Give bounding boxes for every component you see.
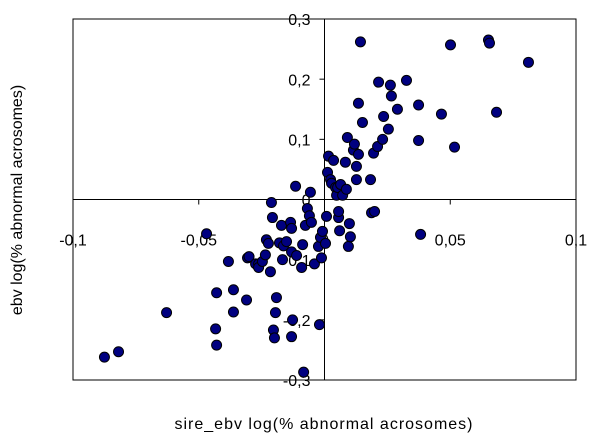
point xyxy=(276,254,288,266)
point xyxy=(369,206,381,218)
point xyxy=(305,216,317,228)
point xyxy=(341,132,353,144)
point xyxy=(269,307,281,319)
point xyxy=(259,249,271,261)
point xyxy=(210,323,222,335)
point xyxy=(483,37,495,49)
point xyxy=(243,251,255,263)
x-tick-label: 0,05 xyxy=(435,233,466,250)
point xyxy=(344,231,356,243)
point xyxy=(291,249,303,261)
point xyxy=(356,116,368,128)
point xyxy=(286,222,298,234)
point xyxy=(365,174,377,186)
point xyxy=(297,239,309,251)
point xyxy=(385,90,397,102)
point xyxy=(264,266,276,278)
point xyxy=(348,138,360,150)
point xyxy=(211,287,223,299)
point xyxy=(320,237,332,249)
point xyxy=(350,160,362,172)
point xyxy=(522,56,534,68)
point xyxy=(161,307,173,319)
point xyxy=(342,240,354,252)
y-tick-label: 0,1 xyxy=(288,133,310,150)
point xyxy=(445,39,457,51)
point xyxy=(413,99,425,111)
point xyxy=(296,261,308,273)
point xyxy=(275,219,287,231)
x-axis-label: sire_ebv log(% abnormal acrosomes) xyxy=(175,416,474,433)
point xyxy=(491,106,503,118)
point xyxy=(391,103,403,115)
point xyxy=(211,339,223,351)
point xyxy=(384,79,396,91)
point xyxy=(400,74,412,86)
point xyxy=(313,319,325,331)
point xyxy=(413,135,425,147)
point xyxy=(268,332,280,344)
point xyxy=(339,156,351,168)
point xyxy=(321,210,333,222)
point xyxy=(201,228,213,240)
point xyxy=(382,123,394,135)
point xyxy=(449,141,461,153)
point xyxy=(352,148,364,160)
point xyxy=(328,154,340,166)
point xyxy=(270,292,282,304)
point xyxy=(227,306,239,318)
point xyxy=(350,174,362,186)
point xyxy=(286,331,298,343)
point xyxy=(266,212,278,224)
point xyxy=(435,108,447,120)
point xyxy=(377,133,389,145)
point xyxy=(227,284,239,296)
point xyxy=(354,36,366,48)
point xyxy=(241,294,253,306)
point xyxy=(334,225,346,237)
point xyxy=(352,97,364,109)
point xyxy=(113,346,125,358)
point xyxy=(373,76,385,88)
point xyxy=(315,252,327,264)
point xyxy=(333,206,345,218)
y-tick-label: 0,3 xyxy=(288,12,310,29)
point xyxy=(290,180,302,192)
point xyxy=(316,225,328,237)
point xyxy=(343,218,355,230)
y-axis-label: ebv log(% abnormal acrosomes) xyxy=(9,85,26,315)
y-tick-label: 0 xyxy=(302,193,311,210)
point xyxy=(98,351,110,363)
point xyxy=(304,186,316,198)
point xyxy=(262,237,274,249)
point xyxy=(415,228,427,240)
point xyxy=(308,258,320,270)
point xyxy=(298,366,310,378)
x-tick-label: 0,1 xyxy=(565,233,587,250)
point xyxy=(265,197,277,209)
point xyxy=(222,255,234,267)
point xyxy=(281,236,293,248)
point xyxy=(378,110,390,122)
x-tick-label: -0,1 xyxy=(59,233,87,250)
point xyxy=(287,314,299,326)
point xyxy=(340,183,352,195)
y-tick-label: 0,2 xyxy=(288,72,310,89)
